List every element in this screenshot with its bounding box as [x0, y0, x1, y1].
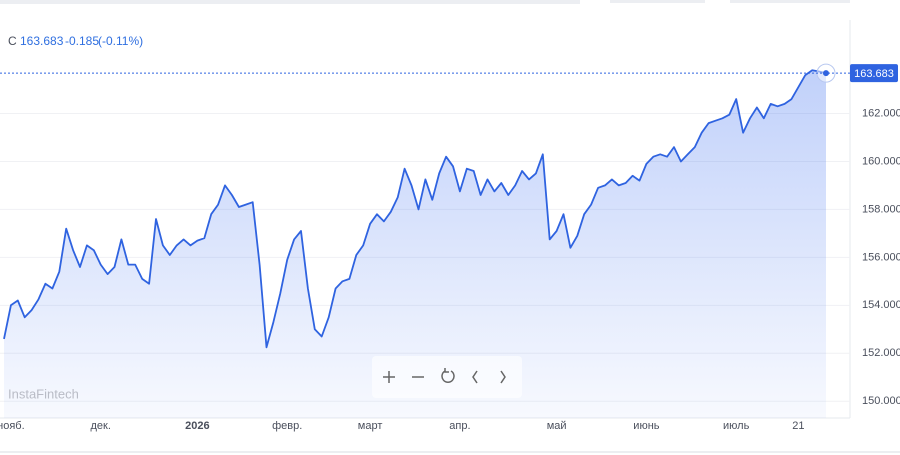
line [3, 69, 827, 349]
x-tick-label: нояб. [0, 420, 25, 432]
change: -0.185 [65, 34, 99, 48]
scroll-right[interactable] [500, 370, 506, 384]
x-tick-label: апр. [449, 420, 470, 432]
x-tick-label: июль [723, 420, 750, 432]
y-tick-label: 160.000 [862, 155, 900, 167]
x-tick-label: март [358, 420, 383, 432]
y-tick-label: 154.000 [862, 299, 900, 311]
watermark: InstaFintech [8, 386, 79, 401]
x-tick-label: 21 [792, 420, 804, 432]
y-tick-label: 162.000 [862, 107, 900, 119]
y-tick-label: 152.000 [862, 347, 900, 359]
symbol: C [8, 34, 17, 48]
change-percent: (-0.11%) [98, 34, 143, 48]
toolbar [372, 356, 522, 398]
x-tick-label: дек. [91, 420, 111, 432]
last-price-label: 163.683 [854, 68, 894, 80]
reset[interactable] [441, 368, 455, 383]
x-tick-label: май [547, 420, 567, 432]
plot [0, 63, 850, 419]
top-bar [610, 0, 705, 3]
area [4, 70, 826, 419]
x-tick-label: 2026 [185, 420, 209, 432]
zoom-in[interactable] [383, 371, 395, 383]
y-tick-label: 158.000 [862, 203, 900, 215]
y-tick-label: 156.000 [862, 251, 900, 263]
scroll-left[interactable] [472, 370, 478, 384]
y-tick-label: 150.000 [862, 395, 900, 407]
x-tick-label: февр. [272, 420, 302, 432]
top-bar [730, 0, 850, 3]
toolbar-bg [372, 356, 522, 398]
last-point [823, 70, 829, 77]
top-bar [0, 0, 580, 4]
last-value: 163.683 [20, 34, 64, 48]
last-price-tag [850, 64, 898, 83]
x-tick-label: июнь [633, 420, 659, 432]
